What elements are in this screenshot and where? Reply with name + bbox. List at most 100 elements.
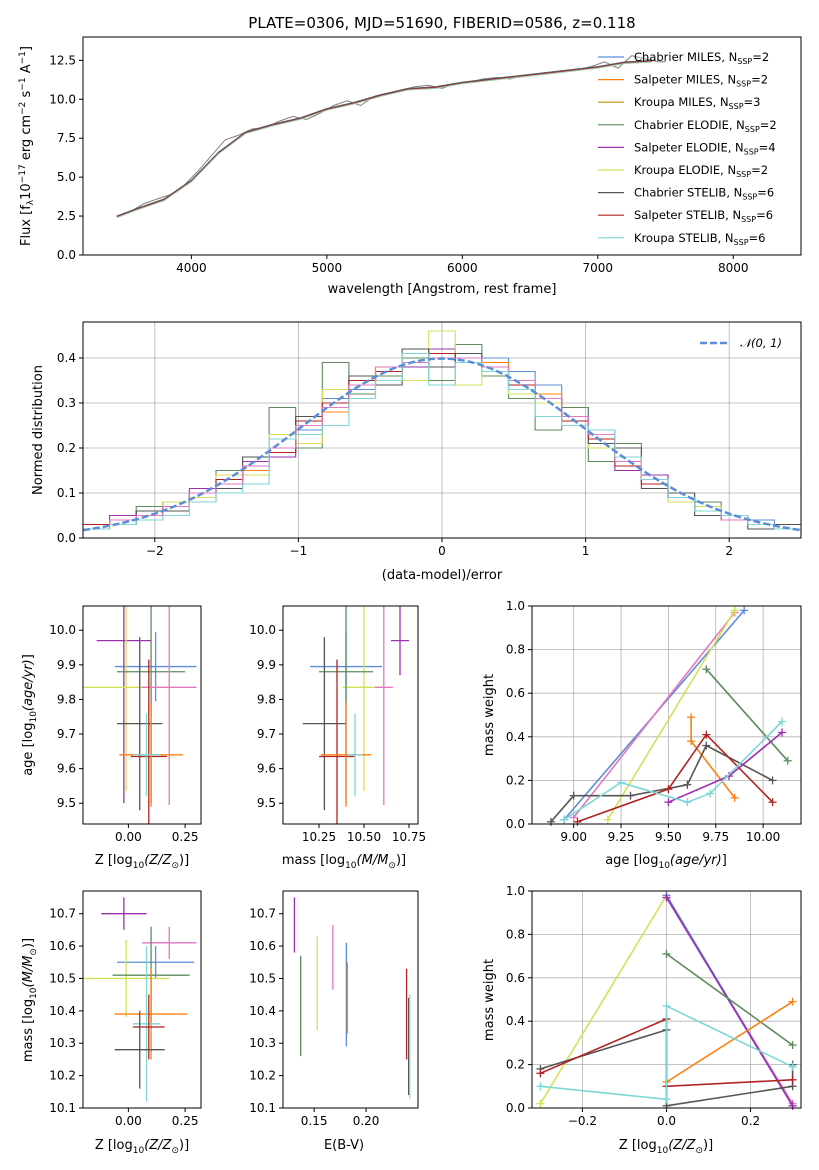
weight-age-series-line: [563, 720, 783, 821]
histogram-plot-area: [83, 330, 801, 532]
age-mass-xtick-label: 10.25: [302, 830, 336, 844]
age-mass-plot-area: [302, 606, 409, 824]
mass-z-ylabel: mass [log10(M/M⊙)]: [21, 938, 39, 1062]
weight-z-ytick-label: 0.8: [506, 927, 525, 941]
weight-z-ytick-label: 1.0: [506, 884, 525, 898]
spectrum-legend-label: Salpeter STELIB, NSSP=6: [634, 208, 773, 224]
mass-z-ytick-label: 10.6: [49, 939, 76, 953]
spectrum-ylabel: Flux [fλ10−17 erg cm−2 s−1 A−1]: [18, 46, 36, 246]
weight-age-xtick-label: 9.50: [655, 830, 682, 844]
spectrum-xtick-label: 8000: [718, 261, 749, 275]
spectrum-ytick-label: 0.0: [57, 248, 76, 262]
weight-z-series-line: [665, 897, 794, 1107]
mass-ebv-plot-area: [293, 897, 411, 1099]
age-mass-ytick-label: 9.5: [257, 796, 276, 810]
weight-age-xlabel: age [log10(age/yr)]: [605, 853, 727, 871]
age-z-plot-area: [83, 606, 197, 824]
spectrum-ytick-label: 7.5: [57, 131, 76, 145]
weight-z-series-line: [539, 894, 668, 1105]
mass-weight-vs-metallicity-panel: −0.2 0.0 0.2 0.0 0.2 0.4 0.6 0.8 1.0 Z [log10(Z/…: [482, 884, 802, 1156]
mass-ebv-ytick-label: 10.4: [249, 1004, 276, 1018]
age-vs-metallicity-panel: 0.00 0.25 9.5 9.6 9.7 9.8 9.9 10.0 Z [log10(Z/Z…: [21, 605, 202, 871]
model-spectrum-line: [116, 60, 653, 218]
mass-z-ytick-label: 10.5: [49, 971, 76, 985]
weight-age-series-line: [550, 744, 773, 823]
weight-age-axes-frame: [531, 605, 802, 825]
residual-histogram-panel: −2 −1 0 1 2 0.0 0.1 0.2 0.3 0.4 (data-model)/erro…: [31, 321, 802, 583]
weight-z-ytick-label: 0.2: [506, 1058, 525, 1072]
mass-z-ytick-label: 10.3: [49, 1036, 76, 1050]
spectrum-xlabel: wavelength [Angstrom, rest frame]: [328, 282, 557, 297]
age-mass-xlabel: mass [log10(M/M⊙)]: [282, 853, 406, 871]
mass-z-ytick-label: 10.4: [49, 1004, 76, 1018]
weight-age-series-line: [705, 668, 789, 762]
mass-ebv-axes-frame: [282, 890, 419, 1109]
mass-ebv-xtick-label: 0.15: [301, 1114, 328, 1128]
mass-ebv-ytick-label: 10.3: [249, 1036, 276, 1050]
age-z-xtick-label: 0.25: [172, 830, 199, 844]
weight-age-ytick-label: 0.0: [506, 817, 525, 831]
model-spectrum-line: [116, 61, 653, 219]
age-z-xlabel: Z [log10(Z/Z⊙)]: [95, 853, 189, 871]
mass-z-xtick-label: 0.25: [172, 1114, 199, 1128]
spectrum-xtick-label: 6000: [447, 261, 478, 275]
histogram-xtick-label: 1: [582, 544, 590, 558]
histogram-ytick-label: 0.3: [57, 396, 76, 410]
spectrum-legend-label: Chabrier MILES, NSSP=2: [634, 50, 769, 66]
weight-age-xtick-label: 9.75: [702, 830, 729, 844]
mass-z-ytick-label: 10.7: [49, 907, 76, 921]
weight-age-ytick-label: 0.4: [506, 730, 525, 744]
histogram-xtick-label: 0: [438, 544, 446, 558]
age-z-ytick-label: 9.5: [57, 796, 76, 810]
age-mass-ytick-label: 9.9: [257, 658, 276, 672]
spectrum-legend-label: Kroupa MILES, NSSP=3: [634, 95, 760, 111]
observed-spectrum-line: [116, 55, 666, 217]
histogram-xtick-label: 2: [725, 544, 733, 558]
spectrum-title: PLATE=0306, MJD=51690, FIBERID=0586, z=0…: [248, 14, 635, 32]
spectrum-xtick-label: 4000: [176, 261, 207, 275]
age-mass-axes-frame: [282, 605, 419, 825]
spectrum-legend: Chabrier MILES, NSSP=2 Salpeter MILES, NS…: [598, 50, 777, 247]
age-z-ytick-label: 9.8: [57, 692, 76, 706]
age-mass-ytick-label: 9.7: [257, 727, 276, 741]
weight-age-ytick-label: 0.8: [506, 643, 525, 657]
spectrum-axes-frame: [82, 36, 802, 256]
model-spectrum-line: [116, 61, 653, 219]
mass-z-axes-frame: [82, 890, 202, 1109]
weight-age-ytick-label: 1.0: [506, 599, 525, 613]
mass-vs-metallicity-panel: 0.00 0.25 10.1 10.2 10.3 10.4 10.5 10.6 10.7 Z […: [21, 890, 202, 1156]
histogram-xtick-label: −1: [290, 544, 308, 558]
spectrum-xtick-label: 5000: [312, 261, 343, 275]
gaussian-curve: [83, 357, 801, 532]
age-mass-xtick-label: 10.50: [347, 830, 381, 844]
weight-age-xtick-label: 10.00: [746, 830, 780, 844]
histogram-series: [83, 352, 801, 530]
weight-age-series-line: [577, 733, 774, 823]
model-spectrum-line: [116, 59, 653, 217]
mass-ebv-ytick-label: 10.7: [249, 907, 276, 921]
spectrum-legend-label: Chabrier ELODIE, NSSP=2: [634, 118, 777, 134]
histogram-ylabel: Normed distribution: [31, 365, 46, 495]
spectrum-ytick-label: 10.0: [49, 92, 76, 106]
histogram-ytick-label: 0.1: [57, 486, 76, 500]
histogram-xtick-label: −2: [146, 544, 164, 558]
age-mass-ytick-label: 10.0: [249, 623, 276, 637]
histogram-xlabel: (data-model)/error: [382, 568, 503, 583]
age-z-ytick-label: 9.9: [57, 658, 76, 672]
weight-z-series-line: [666, 1001, 794, 1083]
mass-ebv-xlabel: E(B-V): [324, 1138, 364, 1153]
age-z-xtick-label: 0.00: [115, 830, 142, 844]
mass-z-xtick-label: 0.00: [115, 1114, 142, 1128]
weight-z-xtick-label: 0.2: [741, 1114, 760, 1128]
model-spectrum-line: [116, 59, 653, 217]
spectrum-legend-label: Salpeter ELODIE, NSSP=4: [634, 140, 776, 156]
spectrum-legend-label: Salpeter MILES, NSSP=2: [634, 73, 768, 89]
spectrum-ytick-label: 2.5: [57, 209, 76, 223]
mass-weight-vs-age-panel: 9.00 9.25 9.50 9.75 10.000.00.20.40.60.81.0 …: [482, 599, 802, 871]
weight-z-ytick-label: 0.0: [506, 1101, 525, 1115]
weight-age-series-line: [573, 612, 736, 818]
spectrum-legend-label: Kroupa STELIB, NSSP=6: [634, 231, 765, 247]
mass-ebv-ytick-label: 10.5: [249, 971, 276, 985]
age-z-ylabel: age [log10(age/yr)]: [21, 654, 39, 776]
